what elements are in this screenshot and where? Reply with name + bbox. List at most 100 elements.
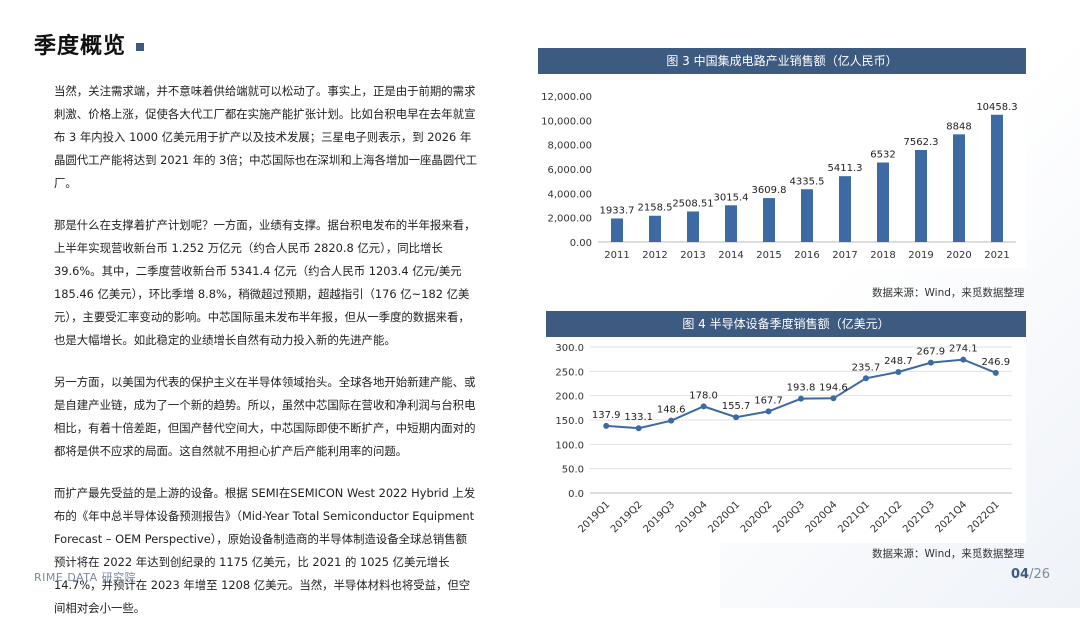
bar-chart-panel: 图 3 中国集成电路产业销售额（亿人民币） 0.00 2,000.00 4,000.… bbox=[538, 48, 1026, 268]
point-data-label: 246.9 bbox=[981, 357, 1010, 368]
bar bbox=[877, 162, 889, 242]
bar-data-label: 6532 bbox=[870, 150, 895, 161]
point-data-label: 148.6 bbox=[657, 405, 686, 416]
data-point bbox=[603, 422, 610, 429]
bar bbox=[953, 134, 965, 242]
x-tick-label: 2013 bbox=[680, 250, 705, 261]
x-tick-label: 2020Q1 bbox=[706, 499, 742, 535]
paragraph-3: 另一方面，以美国为代表的保护主义在半导体领域抬头。全球各地开始新建产能、或是自建… bbox=[54, 375, 476, 458]
page-title-text: 季度概览 bbox=[34, 34, 127, 59]
bar-data-label: 8848 bbox=[946, 121, 971, 132]
x-tick-label: 2021Q2 bbox=[869, 499, 905, 535]
bar bbox=[725, 205, 737, 242]
paragraph-1: 当然，关注需求端，并不意味着供给端就可以松动了。事实上，正是由于前期的需求刺激、… bbox=[54, 84, 477, 190]
y-tick-label: 6,000.00 bbox=[547, 165, 592, 176]
bar-data-label: 2158.5 bbox=[638, 203, 673, 214]
paragraph-4: 而扩产最先受益的是上游的设备。根据 SEMI在SEMICON West 2022… bbox=[54, 486, 476, 615]
point-data-label: 133.1 bbox=[624, 412, 653, 423]
x-tick-label: 2021 bbox=[984, 250, 1009, 261]
x-tick-label: 2019Q4 bbox=[674, 499, 710, 535]
page-title: 季度概览 bbox=[34, 28, 145, 60]
data-point bbox=[895, 368, 902, 375]
data-point bbox=[960, 356, 967, 363]
page-total: /26 bbox=[1029, 567, 1050, 582]
article-body: 当然，关注需求端，并不意味着供给端就可以松动了。事实上，正是由于前期的需求刺激、… bbox=[54, 80, 478, 639]
data-point bbox=[862, 375, 869, 382]
y-tick-label: 10,000.00 bbox=[541, 116, 592, 127]
y-tick-label: 2,000.00 bbox=[547, 214, 592, 225]
line-chart-svg: 0.0 50.0 100.0 150.0 200.0 250.0 300.0 137.9 201… bbox=[555, 343, 1012, 535]
y-tick-label: 150.0 bbox=[555, 416, 584, 427]
point-data-label: 267.9 bbox=[917, 347, 946, 358]
y-tick-label: 0.00 bbox=[570, 238, 592, 249]
data-point bbox=[927, 359, 934, 366]
x-tick-label: 2021Q1 bbox=[836, 499, 872, 535]
data-point bbox=[668, 417, 675, 424]
y-tick-label: 300.0 bbox=[555, 343, 584, 354]
data-point bbox=[765, 408, 772, 415]
x-tick-label: 2019 bbox=[908, 250, 933, 261]
y-tick-label: 0.0 bbox=[568, 489, 584, 500]
x-tick-label: 2021Q4 bbox=[934, 499, 970, 535]
y-tick-label: 12,000.00 bbox=[541, 92, 592, 103]
bar bbox=[763, 198, 775, 242]
x-tick-label: 2019Q3 bbox=[641, 499, 677, 535]
x-tick-label: 2016 bbox=[794, 250, 819, 261]
line-chart-source: 数据来源：Wind，来觅数据整理 bbox=[872, 548, 1025, 560]
point-data-label: 274.1 bbox=[949, 344, 978, 355]
point-data-label: 137.9 bbox=[592, 410, 621, 421]
x-tick-label: 2014 bbox=[718, 250, 743, 261]
line-chart-title: 图 4 半导体设备季度销售额（亿美元） bbox=[546, 311, 1026, 337]
point-data-label: 155.7 bbox=[722, 401, 751, 412]
bar-chart-source: 数据来源：Wind，来觅数据整理 bbox=[872, 287, 1025, 299]
y-tick-label: 50.0 bbox=[562, 465, 584, 476]
x-tick-label: 2017 bbox=[832, 250, 857, 261]
bar-data-label: 3609.8 bbox=[752, 185, 787, 196]
bar-chart-svg: 0.00 2,000.00 4,000.00 6,000.00 8,000.00 10,0… bbox=[541, 92, 1018, 261]
point-data-label: 167.7 bbox=[754, 395, 783, 406]
bar-data-label: 2508.51 bbox=[672, 198, 713, 209]
x-tick-label: 2022Q1 bbox=[966, 499, 1002, 535]
data-point bbox=[733, 414, 740, 421]
x-tick-label: 2019Q2 bbox=[609, 499, 645, 535]
point-data-label: 178.0 bbox=[689, 390, 718, 401]
bar-data-label: 1933.7 bbox=[600, 205, 635, 216]
line-chart-panel: 图 4 半导体设备季度销售额（亿美元） 0.0 50.0 100.0 150.0 200… bbox=[546, 311, 1026, 543]
y-tick-label: 4,000.00 bbox=[547, 189, 592, 200]
bar bbox=[611, 218, 623, 242]
x-tick-label: 2020 bbox=[946, 250, 971, 261]
x-tick-label: 2020Q4 bbox=[804, 499, 840, 535]
bar-chart-title: 图 3 中国集成电路产业销售额（亿人民币） bbox=[538, 48, 1026, 74]
footer-brand: RIME DATA 研究院 bbox=[34, 571, 137, 584]
page-current: 04 bbox=[1010, 567, 1030, 582]
paragraph-2: 那是什么在支撑着扩产计划呢？一方面，业绩有支撑。据台积电发布的半年报来看，上半年… bbox=[54, 218, 476, 347]
y-tick-label: 8,000.00 bbox=[547, 141, 592, 152]
data-point bbox=[798, 395, 804, 402]
point-data-label: 248.7 bbox=[884, 356, 913, 367]
data-point bbox=[700, 403, 707, 410]
bar-data-label: 10458.3 bbox=[976, 102, 1017, 113]
page-number: 04/26 bbox=[1011, 567, 1050, 582]
data-point bbox=[830, 395, 837, 402]
bar-data-label: 3015.4 bbox=[714, 192, 749, 203]
y-tick-label: 100.0 bbox=[555, 440, 584, 451]
x-tick-label: 2015 bbox=[756, 250, 781, 261]
bar bbox=[915, 149, 927, 242]
bar-data-label: 7562.3 bbox=[904, 137, 939, 148]
bar-data-label: 5411.3 bbox=[828, 163, 863, 174]
bar-data-label: 4335.5 bbox=[790, 176, 825, 187]
bar bbox=[801, 189, 813, 242]
x-tick-label: 2018 bbox=[870, 250, 895, 261]
bar bbox=[687, 211, 699, 242]
series-line bbox=[606, 358, 997, 430]
y-tick-label: 250.0 bbox=[555, 367, 584, 378]
point-data-label: 194.6 bbox=[819, 382, 848, 393]
point-data-label: 235.7 bbox=[852, 362, 881, 373]
point-data-label: 193.8 bbox=[787, 383, 816, 394]
data-point bbox=[635, 425, 642, 432]
bar bbox=[991, 114, 1003, 242]
x-tick-label: 2020Q3 bbox=[771, 499, 807, 535]
bar bbox=[649, 215, 661, 242]
data-point bbox=[992, 369, 999, 376]
x-tick-label: 2020Q2 bbox=[739, 499, 775, 535]
